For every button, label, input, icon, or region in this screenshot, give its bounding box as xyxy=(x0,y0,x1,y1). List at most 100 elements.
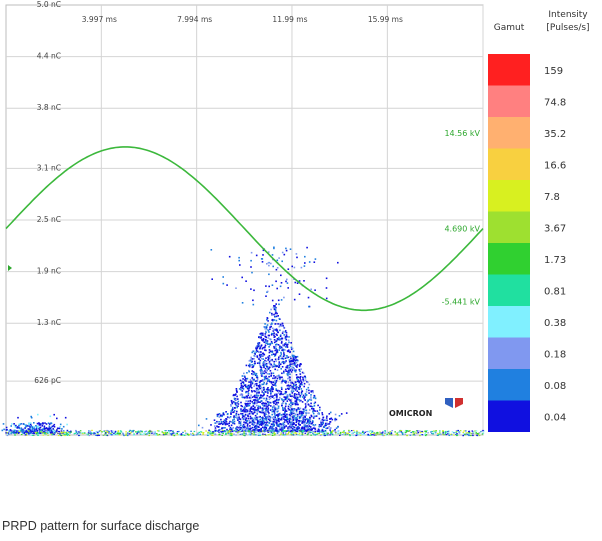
discharge-point xyxy=(280,351,282,354)
noise-point xyxy=(118,434,121,436)
discharge-point xyxy=(238,421,240,423)
noise-point xyxy=(448,432,450,434)
discharge-point xyxy=(280,382,283,384)
discharge-point xyxy=(323,426,325,428)
discharge-point xyxy=(326,415,328,418)
discharge-point xyxy=(236,416,238,418)
discharge-point xyxy=(240,382,242,385)
discharge-point xyxy=(276,334,278,336)
discharge-point xyxy=(38,427,41,429)
noise-point xyxy=(139,430,142,432)
discharge-point xyxy=(263,375,266,378)
discharge-point xyxy=(315,415,318,417)
discharge-point xyxy=(265,362,268,365)
discharge-point xyxy=(304,392,307,395)
discharge-point xyxy=(276,424,278,427)
discharge-point xyxy=(223,420,226,422)
discharge-point xyxy=(249,359,252,362)
noise-point xyxy=(421,430,423,433)
noise-point xyxy=(397,434,399,436)
discharge-point xyxy=(267,337,270,339)
discharge-point xyxy=(324,424,327,427)
noise-point xyxy=(477,433,479,435)
discharge-point xyxy=(280,428,282,431)
discharge-point xyxy=(337,425,339,428)
discharge-point xyxy=(270,381,273,383)
discharge-point xyxy=(276,410,279,413)
discharge-point xyxy=(287,429,290,432)
discharge-point xyxy=(293,361,296,364)
gamut-title: Gamut xyxy=(494,23,525,33)
discharge-point xyxy=(254,396,257,399)
discharge-point xyxy=(328,413,331,415)
discharge-point xyxy=(297,413,299,416)
discharge-point xyxy=(284,405,287,408)
discharge-point xyxy=(269,418,272,420)
discharge-point xyxy=(286,416,289,419)
discharge-point xyxy=(298,412,301,415)
noise-point xyxy=(404,433,407,435)
discharge-point xyxy=(41,429,44,431)
discharge-point xyxy=(272,330,275,332)
noise-point xyxy=(453,434,455,436)
discharge-point xyxy=(294,357,296,359)
noise-point xyxy=(395,433,397,435)
discharge-point xyxy=(275,365,277,368)
discharge-point xyxy=(232,421,235,424)
discharge-point xyxy=(284,331,287,333)
discharge-point xyxy=(251,417,254,420)
discharge-point xyxy=(286,365,289,367)
discharge-point xyxy=(276,430,279,433)
discharge-point xyxy=(11,423,13,425)
noise-point xyxy=(301,434,304,436)
discharge-point xyxy=(261,391,264,393)
discharge-point xyxy=(294,281,297,284)
discharge-point xyxy=(264,430,266,433)
discharge-point xyxy=(276,395,278,397)
noise-point xyxy=(295,433,298,435)
noise-point xyxy=(154,432,156,434)
noise-point xyxy=(11,432,14,434)
discharge-point xyxy=(286,350,289,352)
discharge-point xyxy=(274,377,276,379)
noise-point xyxy=(292,434,295,436)
discharge-point xyxy=(14,429,16,432)
noise-point xyxy=(68,434,71,436)
discharge-point xyxy=(13,423,15,425)
noise-point xyxy=(105,434,108,436)
discharge-point xyxy=(283,354,286,357)
discharge-point xyxy=(251,373,253,375)
discharge-point xyxy=(261,407,264,409)
discharge-point xyxy=(295,418,298,421)
noise-point xyxy=(178,433,181,435)
noise-point xyxy=(117,431,120,433)
noise-point xyxy=(463,430,465,432)
noise-point xyxy=(231,433,234,435)
noise-point xyxy=(145,430,148,432)
prpd-figure: 5.0 nC 4.4 nC 3.8 nC 3.1 nC 2.5 nC 1.9 nC 1.3 … xyxy=(1,0,590,437)
discharge-point xyxy=(216,415,219,418)
discharge-point xyxy=(280,425,283,427)
discharge-point xyxy=(294,359,296,361)
noise-point xyxy=(84,432,86,434)
discharge-point xyxy=(313,402,316,405)
discharge-point xyxy=(292,360,295,363)
noise-point xyxy=(455,433,457,436)
noise-point xyxy=(93,432,95,434)
discharge-point xyxy=(53,431,56,434)
noise-point xyxy=(343,432,346,434)
noise-point xyxy=(326,434,329,436)
discharge-point xyxy=(266,340,269,342)
discharge-point xyxy=(226,423,229,425)
discharge-point xyxy=(271,359,274,362)
discharge-point xyxy=(277,331,279,334)
discharge-point xyxy=(292,350,295,353)
discharge-point xyxy=(325,417,328,419)
discharge-point xyxy=(255,389,258,391)
discharge-point xyxy=(255,349,258,352)
noise-point xyxy=(245,433,247,435)
discharge-point xyxy=(293,408,295,410)
noise-point xyxy=(135,431,137,433)
discharge-point xyxy=(340,413,343,415)
noise-point xyxy=(157,434,159,436)
